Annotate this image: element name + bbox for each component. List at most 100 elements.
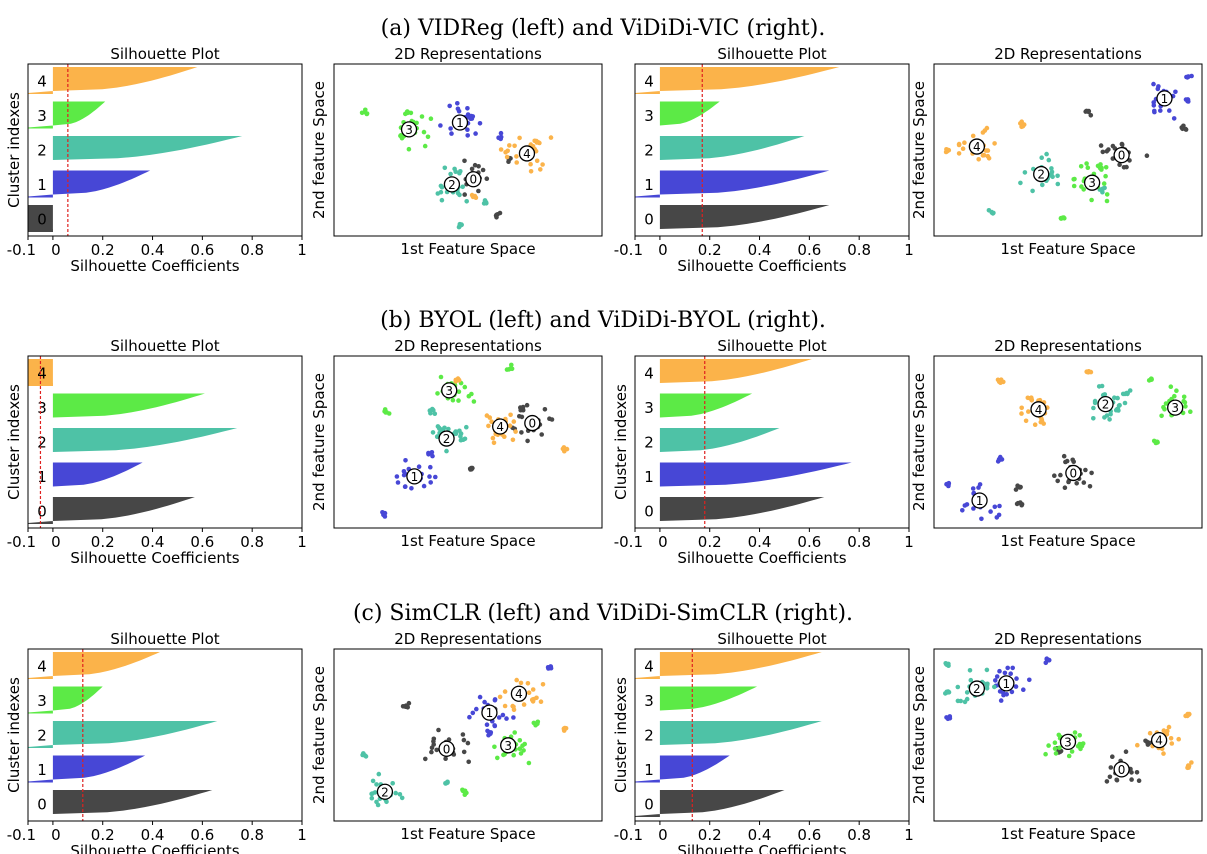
- scatter-point: [994, 515, 1000, 520]
- center-marker-ring: [1113, 761, 1130, 778]
- scatter-point: [1143, 738, 1148, 744]
- cluster-2-points: [360, 751, 450, 808]
- scatter-point: [497, 694, 503, 700]
- x-tick-label: -0.1: [614, 241, 643, 259]
- cluster-index-label: 0: [644, 796, 654, 814]
- center-marker-label: 3: [405, 123, 413, 137]
- x-tick-label: 0.6: [797, 826, 821, 844]
- scatter-point: [1021, 687, 1026, 692]
- silhouette-bar: [635, 652, 822, 679]
- scatter-point: [402, 484, 408, 490]
- scatter-point: [1172, 393, 1177, 399]
- scatter-point: [409, 486, 414, 491]
- center-marker-ring: [1156, 90, 1173, 107]
- x-tick-label: 0: [51, 533, 61, 551]
- scatter-point: [1086, 369, 1091, 374]
- scatter-point: [524, 402, 530, 408]
- scatter-point: [1153, 440, 1159, 446]
- x-tick-label: 0: [658, 533, 668, 551]
- scatter-point: [1165, 728, 1170, 734]
- center-marker-label: 2: [973, 682, 981, 696]
- center-marker-label: 2: [443, 432, 451, 446]
- scatter-point: [408, 110, 414, 116]
- scatter-point: [1186, 712, 1191, 717]
- scatter-point: [1014, 676, 1019, 681]
- scatter-point: [421, 129, 427, 135]
- scatter-point: [1061, 453, 1067, 459]
- x-tick-label: 0.2: [91, 241, 115, 259]
- scatter-point: [471, 399, 477, 404]
- x-tick-label: -0.1: [614, 533, 643, 551]
- scatter-point: [1044, 151, 1049, 157]
- panel-title: 2D Representations: [994, 630, 1142, 648]
- scatter-point: [561, 726, 567, 731]
- center-marker-ring: [438, 740, 455, 757]
- silhouette-bar: [635, 755, 730, 783]
- cluster-1-points: [438, 101, 504, 142]
- scatter-point: [433, 474, 438, 480]
- scatter-point: [1169, 741, 1175, 746]
- scatter-point: [545, 665, 551, 670]
- silhouette-cluster-4: 4: [28, 652, 160, 679]
- silhouette-bar: [659, 136, 805, 163]
- scatter-point: [984, 686, 990, 691]
- cluster-index-label: 1: [644, 468, 654, 486]
- scatter-point: [482, 198, 488, 203]
- scatter-point: [374, 782, 379, 787]
- scatter-point: [1102, 415, 1107, 420]
- scatter-point: [428, 464, 433, 470]
- scatter-point: [943, 661, 948, 666]
- scatter-point: [510, 437, 516, 443]
- scatter-point: [450, 397, 456, 403]
- center-marker-label: 3: [445, 384, 453, 398]
- plot-frame: [333, 648, 603, 822]
- scatter-point: [526, 690, 532, 695]
- scatter-point: [456, 378, 462, 383]
- scatter-point: [1039, 155, 1044, 160]
- scatter-point: [984, 667, 990, 673]
- silhouette-bar: [28, 721, 218, 748]
- scatter-point: [444, 448, 449, 454]
- scatter-point: [956, 151, 962, 156]
- scatter-point: [526, 760, 532, 766]
- x-axis-label: 1st Feature Space: [400, 240, 535, 258]
- scatter-point: [1124, 164, 1129, 170]
- scatter-point: [1108, 765, 1114, 770]
- center-marker-label: 2: [448, 178, 456, 192]
- panel-title: Silhouette Plot: [110, 630, 219, 648]
- scatter-point: [502, 703, 508, 709]
- scatter-point: [359, 110, 365, 116]
- scatter-point: [395, 480, 401, 485]
- x-tick-label: 1: [904, 241, 914, 259]
- scatter-point: [542, 407, 548, 412]
- scatter-point: [986, 156, 992, 161]
- plot-frame: [933, 355, 1203, 529]
- scatter-point: [427, 474, 432, 479]
- scatter-point: [1167, 108, 1172, 113]
- center-marker-label: 4: [523, 147, 531, 161]
- scatter-point: [457, 170, 462, 176]
- scatter-point: [509, 362, 514, 368]
- scatter-point: [457, 428, 462, 434]
- x-tick-label: 0.6: [190, 826, 214, 844]
- row-caption: (a) VIDReg (left) and ViDiDi-VIC (right)…: [381, 16, 826, 41]
- scatter-point: [528, 161, 533, 167]
- silhouette-bar: [659, 462, 852, 490]
- scatter-point: [1099, 383, 1105, 389]
- scatter-point: [435, 191, 441, 196]
- x-tick-label: 1: [904, 533, 914, 551]
- scatter-point: [1171, 116, 1177, 121]
- scatter-point: [530, 687, 536, 692]
- cluster-index-label: 0: [37, 796, 47, 814]
- scatter-point: [464, 790, 469, 796]
- x-axis-label: 1st Feature Space: [1000, 240, 1135, 258]
- silhouette-bar: [659, 205, 830, 232]
- scatter-point: [539, 432, 544, 437]
- scatter-point: [981, 152, 987, 158]
- scatter-point: [1120, 391, 1126, 397]
- scatter-point: [1002, 670, 1008, 676]
- y-axis-label: 2nd feature Space: [910, 373, 928, 511]
- x-tick-label: 0.2: [91, 826, 115, 844]
- silhouette-cluster-4: 4: [635, 67, 840, 94]
